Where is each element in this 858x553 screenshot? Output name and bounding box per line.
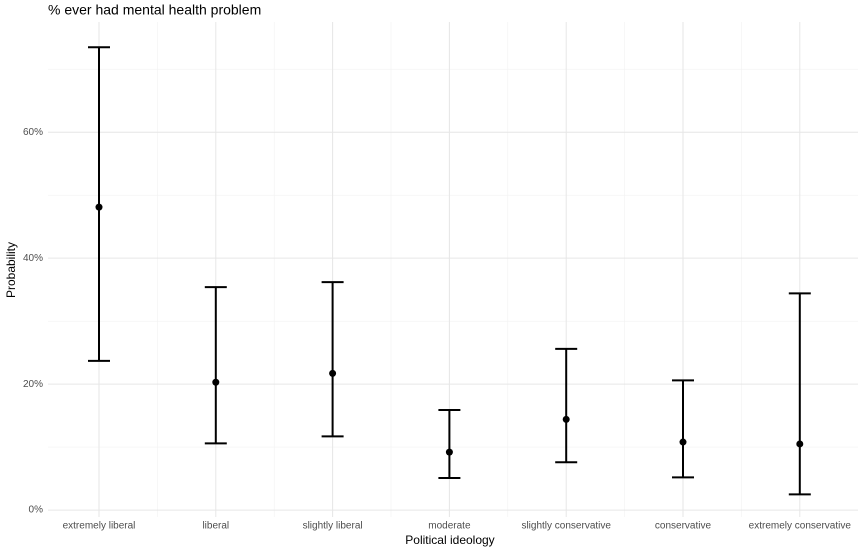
y-tick-label: 20% (23, 379, 43, 390)
point (796, 440, 804, 448)
x-tick-label: conservative (655, 521, 712, 532)
y-tick-label: 60% (23, 127, 43, 138)
point (562, 415, 570, 423)
y-axis-label: Probability (4, 242, 18, 298)
x-axis-label: Political ideology (405, 533, 494, 547)
point (445, 448, 453, 456)
y-tick-label: 0% (29, 505, 44, 516)
point (95, 203, 103, 211)
point (329, 369, 337, 377)
x-tick-label: liberal (202, 521, 229, 532)
y-tick-label: 40% (23, 253, 43, 264)
x-tick-label: extremely liberal (63, 521, 136, 532)
x-tick-label: slightly conservative (521, 521, 611, 532)
point (212, 378, 220, 386)
point (679, 438, 687, 446)
x-tick-label: moderate (428, 521, 471, 532)
x-tick-label: slightly liberal (303, 521, 363, 532)
x-tick-label: extremely conservative (749, 521, 852, 532)
chart-title: % ever had mental health problem (48, 2, 261, 18)
